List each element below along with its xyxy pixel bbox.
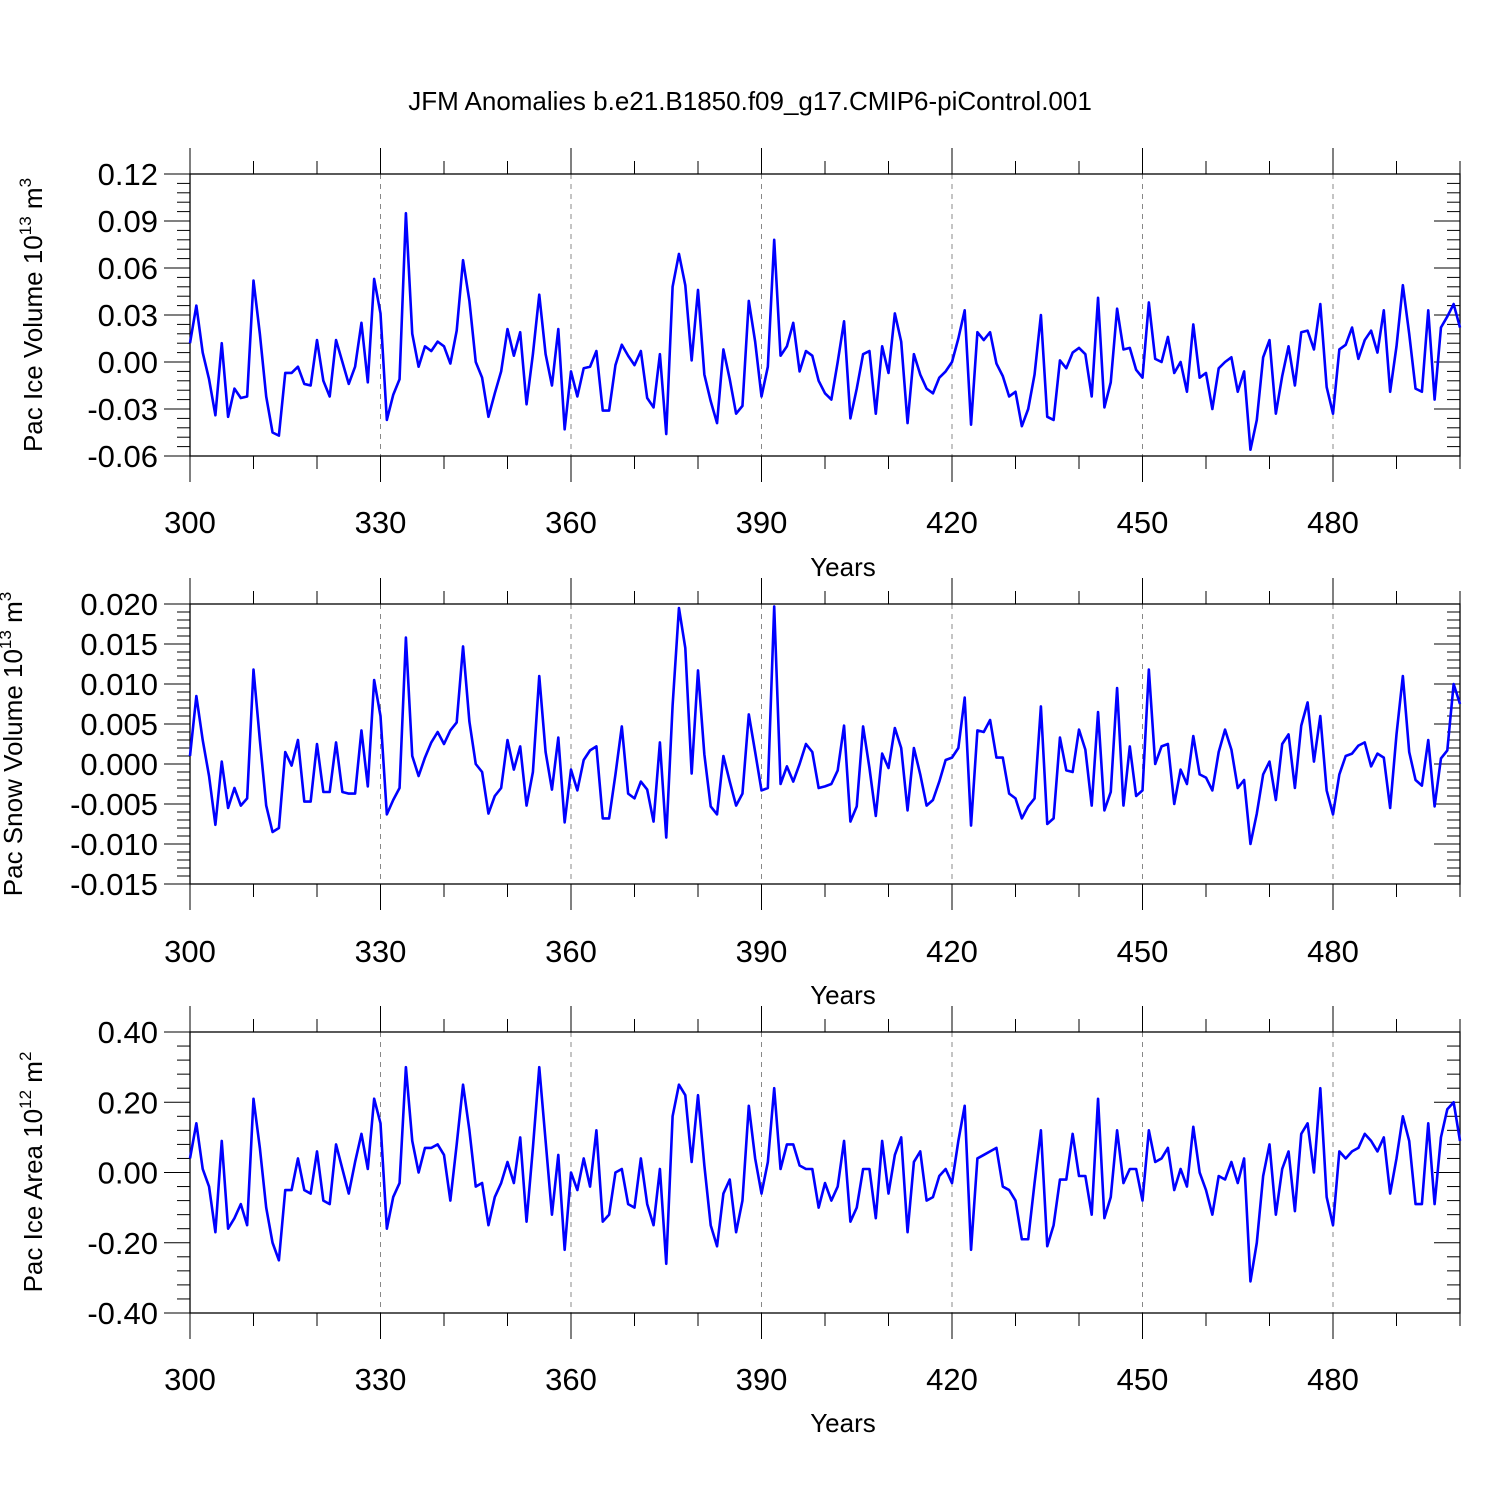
panel-1-y-axis-title: Pac Ice Volume 1013 m3 — [16, 178, 48, 452]
panel-1-x-tick-label: 480 — [1307, 505, 1359, 540]
panel-2-x-axis-title: Years — [810, 980, 876, 1010]
figure-title: JFM Anomalies b.e21.B1850.f09_g17.CMIP6-… — [408, 86, 1092, 116]
panel-2-x-tick-label: 390 — [736, 934, 788, 969]
panel-1-y-tick-label: 0.09 — [98, 204, 158, 239]
panel-2-x-tick-label: 420 — [926, 934, 978, 969]
panel-1-y-tick-label: 0.00 — [98, 345, 158, 380]
panel-1-x-tick-label: 450 — [1117, 505, 1169, 540]
panel-3-x-tick-label: 420 — [926, 1362, 978, 1397]
panel-1-x-tick-label: 360 — [545, 505, 597, 540]
panel-3-x-axis-title: Years — [810, 1408, 876, 1438]
panel-2-y-axis-title: Pac Snow Volume 1013 m3 — [0, 592, 28, 896]
panel-2-x-tick-label: 360 — [545, 934, 597, 969]
panel-3-y-tick-label: 0.40 — [98, 1015, 158, 1050]
panel-3-y-tick-label: 0.20 — [98, 1085, 158, 1120]
panel-1-y-tick-label: 0.12 — [98, 157, 158, 192]
panel-2-x-tick-label: 480 — [1307, 934, 1359, 969]
panel-1-y-tick-label: 0.03 — [98, 298, 158, 333]
panel-1-y-tick-label: -0.06 — [87, 439, 158, 474]
panel-3-y-axis-title: Pac Ice Area 1012 m2 — [16, 1052, 48, 1293]
panel-3-series-line — [188, 1065, 1462, 1283]
panel-3-x-tick-label: 330 — [355, 1362, 407, 1397]
panel-3-y-tick-label: 0.00 — [98, 1156, 158, 1191]
panel-3-y-tick-label: -0.20 — [87, 1226, 158, 1261]
panel-1-x-axis-title: Years — [810, 552, 876, 582]
panel-2-y-tick-label: 0.005 — [80, 707, 158, 742]
panel-2-y-tick-label: -0.010 — [70, 827, 158, 862]
panel-3-y-tick-label: -0.40 — [87, 1296, 158, 1331]
panel-2-x-tick-label: 450 — [1117, 934, 1169, 969]
panel-2-series-line — [188, 605, 1462, 846]
panel-1-x-tick-label: 300 — [164, 505, 216, 540]
panel-2-y-tick-label: 0.020 — [80, 587, 158, 622]
panel-1-x-tick-label: 390 — [736, 505, 788, 540]
panel-1-series-line — [188, 211, 1462, 452]
panel-1-x-tick-label: 330 — [355, 505, 407, 540]
panel-2-y-tick-label: 0.010 — [80, 667, 158, 702]
panel-3-x-tick-label: 480 — [1307, 1362, 1359, 1397]
panel-1-y-tick-label: -0.03 — [87, 392, 158, 427]
panel-3-x-tick-label: 360 — [545, 1362, 597, 1397]
panel-3-x-tick-label: 300 — [164, 1362, 216, 1397]
panel-2-y-tick-label: -0.005 — [70, 787, 158, 822]
panel-2-x-tick-label: 300 — [164, 934, 216, 969]
panel-1-x-tick-label: 420 — [926, 505, 978, 540]
panel-2-y-tick-label: 0.015 — [80, 627, 158, 662]
panel-2-x-tick-label: 330 — [355, 934, 407, 969]
panel-3-x-tick-label: 450 — [1117, 1362, 1169, 1397]
panel-2-y-tick-label: -0.015 — [70, 867, 158, 902]
panel-1-y-tick-label: 0.06 — [98, 251, 158, 286]
panel-2-y-tick-label: 0.000 — [80, 747, 158, 782]
panel-3-x-tick-label: 390 — [736, 1362, 788, 1397]
